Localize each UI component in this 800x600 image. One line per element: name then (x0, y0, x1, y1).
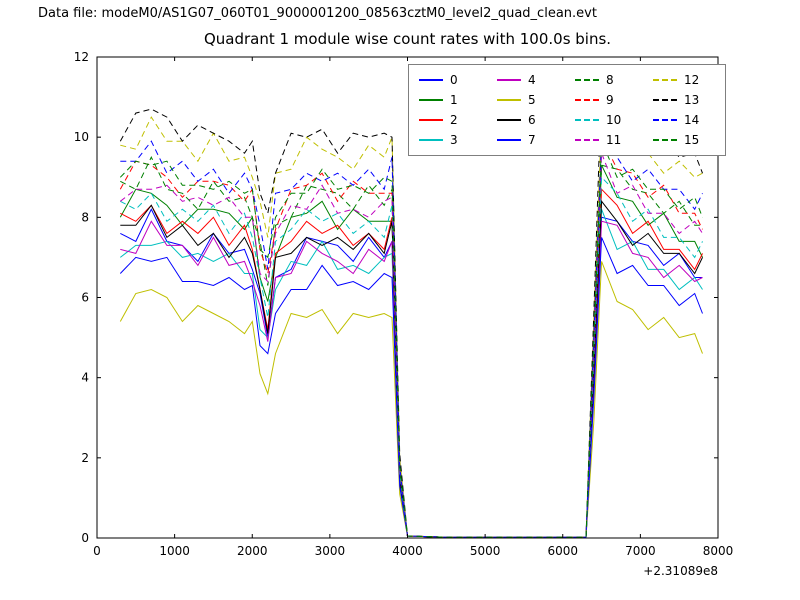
x-tick-label: 5000 (470, 544, 501, 558)
legend-line-sample (653, 119, 677, 121)
x-tick-label: 1000 (159, 544, 190, 558)
series-line-15 (119, 141, 703, 538)
series-line-14 (120, 135, 703, 538)
legend-item-13: 13 (653, 90, 715, 110)
legend-line-sample (419, 79, 443, 81)
legend-label: 12 (684, 73, 700, 87)
series-line-7 (119, 237, 703, 538)
series-line-12 (120, 116, 703, 538)
legend-label: 10 (606, 113, 622, 127)
chart-title: Quadrant 1 module wise count rates with … (203, 30, 612, 48)
legend-item-15: 15 (653, 130, 715, 150)
legend-label: 6 (528, 113, 536, 127)
x-tick-label: 0 (93, 544, 101, 558)
legend-item-14: 14 (653, 110, 715, 130)
x-tick-label: 2000 (237, 544, 268, 558)
legend-label: 5 (528, 93, 536, 107)
y-tick-label: 10 (74, 130, 89, 144)
legend: 0 1 2 3 4 5 6 7 8 9 10 11 12 13 14 15 (408, 64, 726, 156)
legend-line-sample (497, 79, 521, 81)
legend-item-10: 10 (575, 110, 637, 130)
series-line-4 (120, 220, 703, 538)
legend-item-6: 6 (497, 110, 559, 130)
series-line-2 (120, 188, 703, 538)
x-tick-label: 7000 (625, 544, 656, 558)
legend-item-12: 12 (653, 70, 715, 90)
x-tick-label: 3000 (315, 544, 346, 558)
legend-label: 1 (450, 93, 458, 107)
legend-item-4: 4 (497, 70, 559, 90)
legend-label: 13 (684, 93, 700, 107)
legend-line-sample (575, 99, 599, 101)
legend-item-7: 7 (497, 130, 559, 150)
legend-label: 15 (684, 133, 700, 147)
legend-label: 2 (450, 113, 458, 127)
y-tick-label: 0 (81, 531, 89, 545)
x-tick-label: 8000 (703, 544, 734, 558)
legend-line-sample (497, 139, 521, 141)
series-line-10 (120, 176, 703, 538)
legend-label: 4 (528, 73, 536, 87)
legend-item-11: 11 (575, 130, 637, 150)
data-file-label: Data file: modeM0/AS1G07_060T01_90000012… (38, 6, 597, 21)
legend-item-2: 2 (419, 110, 481, 130)
legend-line-sample (419, 139, 443, 141)
legend-line-sample (575, 139, 599, 141)
series-line-6 (120, 199, 703, 538)
series-line-9 (119, 136, 703, 538)
legend-item-3: 3 (419, 130, 481, 150)
y-tick-label: 6 (81, 291, 89, 305)
y-tick-label: 4 (81, 371, 89, 385)
legend-line-sample (419, 119, 443, 121)
series-line-11 (119, 153, 703, 538)
legend-item-1: 1 (419, 90, 481, 110)
series-line-8 (120, 156, 703, 538)
legend-item-0: 0 (419, 70, 481, 90)
legend-line-sample (497, 99, 521, 101)
x-tick-label: 6000 (547, 544, 578, 558)
y-tick-label: 8 (81, 210, 89, 224)
y-tick-label: 2 (81, 451, 89, 465)
x-tick-label: 4000 (392, 544, 423, 558)
x-axis-offset-label: +2.31089e8 (643, 564, 718, 578)
legend-label: 0 (450, 73, 458, 87)
legend-line-sample (575, 79, 599, 81)
legend-label: 9 (606, 93, 614, 107)
legend-line-sample (653, 139, 677, 141)
legend-item-9: 9 (575, 90, 637, 110)
series-line-5 (119, 261, 703, 538)
legend-line-sample (497, 119, 521, 121)
legend-label: 3 (450, 133, 458, 147)
legend-line-sample (575, 119, 599, 121)
legend-line-sample (653, 99, 677, 101)
legend-label: 11 (606, 133, 622, 147)
series-line-13 (119, 80, 703, 538)
legend-item-5: 5 (497, 90, 559, 110)
legend-label: 14 (684, 113, 700, 127)
legend-label: 8 (606, 73, 614, 87)
legend-line-sample (653, 79, 677, 81)
series-line-3 (119, 209, 703, 538)
legend-line-sample (419, 99, 443, 101)
y-tick-label: 12 (74, 50, 89, 64)
legend-item-8: 8 (575, 70, 637, 90)
legend-label: 7 (528, 133, 536, 147)
